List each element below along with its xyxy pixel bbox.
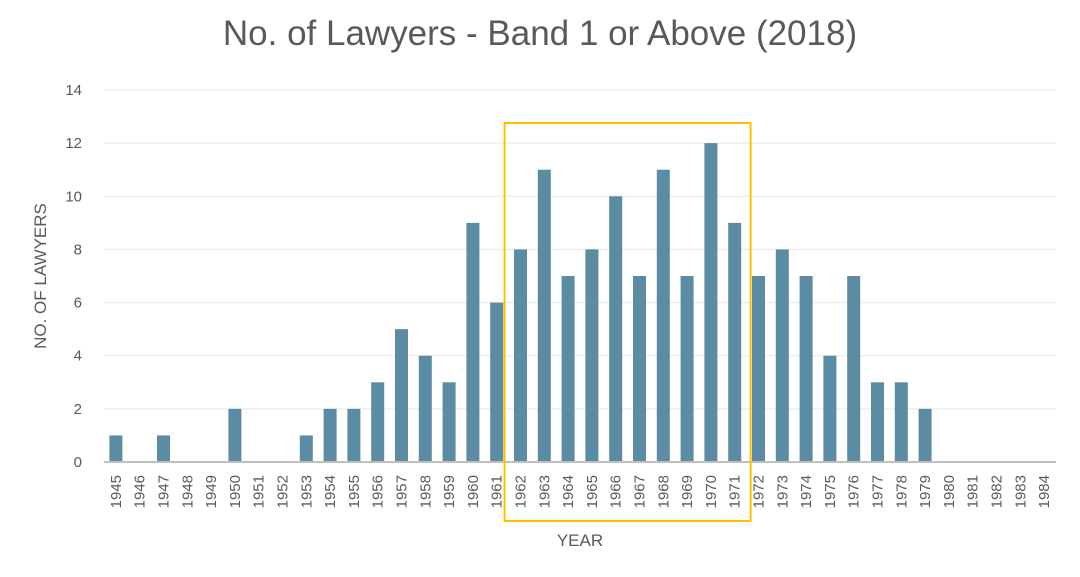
bar-1958 bbox=[418, 355, 432, 462]
y-tick-label: 12 bbox=[65, 135, 82, 152]
x-tick-label: 1971 bbox=[727, 475, 744, 508]
x-tick-label: 1984 bbox=[1036, 475, 1053, 508]
bar-1957 bbox=[395, 329, 408, 462]
y-tick-label: 14 bbox=[65, 82, 82, 99]
x-tick-label: 1963 bbox=[536, 475, 553, 508]
x-tick-label: 1962 bbox=[513, 475, 530, 508]
bar-1960 bbox=[466, 222, 480, 462]
x-axis-title: YEAR bbox=[557, 531, 603, 550]
x-tick-label: 1949 bbox=[203, 475, 220, 508]
x-tick-label: 1981 bbox=[965, 475, 982, 508]
x-axis-ticks: 1945 1946 1947 1948 1949 1950 1951 1952 1953 1954… bbox=[108, 475, 1053, 508]
bar-1959 bbox=[442, 382, 456, 462]
bar-1967 bbox=[633, 276, 646, 462]
bar-1974 bbox=[799, 276, 813, 462]
x-tick-label: 1953 bbox=[298, 475, 315, 508]
bar-1969 bbox=[680, 276, 694, 462]
bar-1953 bbox=[299, 435, 313, 462]
bar-series bbox=[109, 143, 932, 463]
highlight-box bbox=[503, 122, 752, 522]
bar-1979 bbox=[918, 408, 932, 462]
x-tick-label: 1950 bbox=[227, 475, 244, 508]
x-tick-label: 1980 bbox=[941, 475, 958, 508]
x-tick-label: 1951 bbox=[251, 475, 268, 508]
x-tick-label: 1967 bbox=[632, 475, 649, 508]
y-tick-label: 6 bbox=[74, 295, 82, 312]
x-tick-label: 1982 bbox=[989, 475, 1006, 508]
x-tick-label: 1979 bbox=[917, 475, 934, 508]
bar-1963 bbox=[537, 169, 551, 462]
x-tick-label: 1972 bbox=[751, 475, 768, 508]
bar-1966 bbox=[609, 196, 623, 463]
x-tick-label: 1975 bbox=[822, 475, 839, 508]
bar-1950 bbox=[228, 408, 242, 462]
bar-1968 bbox=[656, 169, 670, 462]
bar-1964 bbox=[561, 276, 575, 462]
gridlines bbox=[104, 89, 1056, 410]
y-tick-label: 0 bbox=[74, 454, 82, 471]
bar-1975 bbox=[823, 355, 837, 462]
x-tick-label: 1983 bbox=[1012, 475, 1029, 508]
x-tick-label: 1959 bbox=[441, 475, 458, 508]
y-tick-label: 2 bbox=[74, 401, 82, 418]
x-tick-label: 1958 bbox=[417, 475, 434, 508]
x-tick-label: 1976 bbox=[846, 475, 863, 508]
y-axis-title: NO. OF LAWYERS bbox=[31, 203, 50, 349]
x-tick-label: 1954 bbox=[322, 475, 339, 508]
bar-1977 bbox=[871, 382, 884, 462]
y-axis-ticks: 0 2 4 6 8 10 12 14 bbox=[65, 82, 82, 471]
bar-1947 bbox=[157, 435, 170, 462]
x-tick-label: 1969 bbox=[679, 475, 696, 508]
bar-1962 bbox=[514, 249, 527, 462]
x-tick-label: 1974 bbox=[798, 475, 815, 508]
bar-1970 bbox=[704, 143, 718, 462]
x-tick-label: 1960 bbox=[465, 475, 482, 508]
bar-1956 bbox=[371, 382, 385, 462]
bar-1955 bbox=[347, 408, 361, 462]
x-tick-label: 1945 bbox=[108, 475, 125, 508]
x-tick-label: 1955 bbox=[346, 475, 363, 508]
x-tick-label: 1970 bbox=[703, 475, 720, 508]
x-tick-label: 1957 bbox=[394, 475, 411, 508]
y-tick-label: 10 bbox=[65, 188, 82, 205]
bar-1961 bbox=[490, 302, 504, 462]
y-tick-label: 8 bbox=[74, 241, 82, 258]
bar-1965 bbox=[585, 249, 599, 462]
bar-1973 bbox=[775, 249, 789, 462]
x-tick-label: 1952 bbox=[275, 475, 292, 508]
chart-title: No. of Lawyers - Band 1 or Above (2018) bbox=[222, 14, 858, 53]
bar-1954 bbox=[323, 408, 337, 462]
x-tick-label: 1946 bbox=[132, 475, 149, 508]
x-tick-label: 1961 bbox=[489, 475, 506, 508]
x-tick-label: 1966 bbox=[608, 475, 625, 508]
x-tick-label: 1948 bbox=[179, 475, 196, 508]
x-tick-label: 1964 bbox=[560, 475, 577, 508]
x-tick-label: 1973 bbox=[774, 475, 791, 508]
bar-1978 bbox=[894, 382, 908, 462]
bar-1971 bbox=[728, 222, 742, 462]
bar-1976 bbox=[847, 276, 861, 462]
x-tick-label: 1977 bbox=[870, 475, 887, 508]
x-tick-label: 1947 bbox=[156, 475, 173, 508]
x-tick-label: 1956 bbox=[370, 475, 387, 508]
x-tick-label: 1978 bbox=[893, 475, 910, 508]
x-tick-label: 1968 bbox=[655, 475, 672, 508]
bar-1972 bbox=[752, 276, 765, 462]
x-tick-label: 1965 bbox=[584, 475, 601, 508]
y-tick-label: 4 bbox=[74, 348, 82, 365]
bar-1945 bbox=[109, 435, 123, 462]
